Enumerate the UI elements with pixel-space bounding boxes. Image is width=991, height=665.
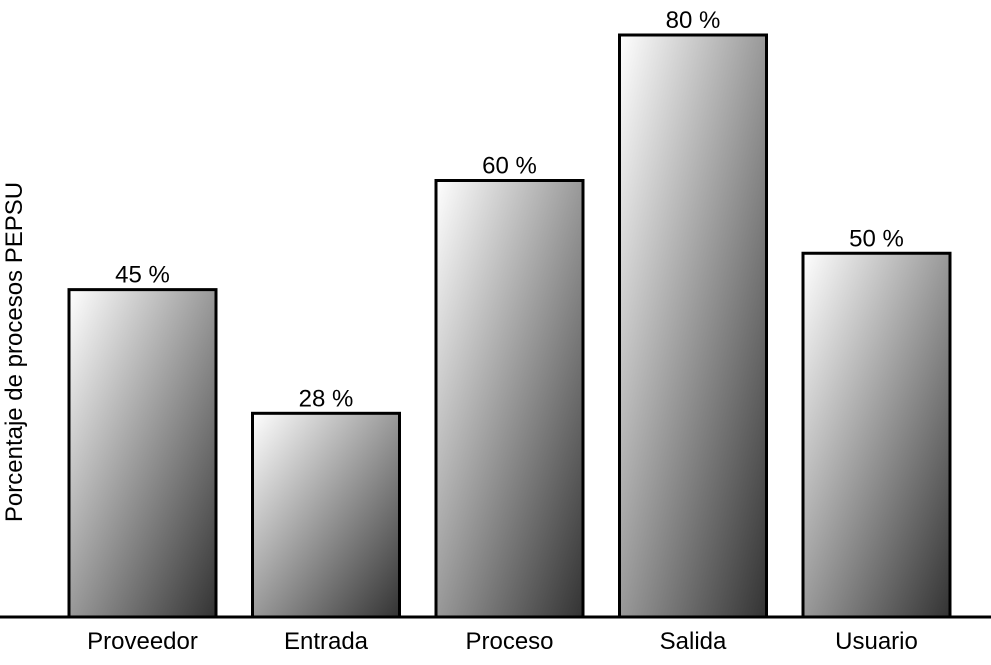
bar-usuario bbox=[801, 251, 952, 619]
data-label-usuario: 50 % bbox=[849, 225, 904, 252]
data-label-entrada: 28 % bbox=[299, 385, 354, 412]
y-axis-label: Porcentaje de procesos PEPSU bbox=[1, 182, 28, 522]
x-tick-label-salida: Salida bbox=[660, 628, 727, 655]
bars-group: 45 % 28 % 60 % 80 % 50 % bbox=[67, 7, 952, 619]
data-label-salida: 80 % bbox=[666, 7, 721, 34]
x-tick-label-usuario: Usuario bbox=[835, 628, 918, 655]
data-label-proceso: 60 % bbox=[482, 153, 537, 180]
x-tick-label-proveedor: Proveedor bbox=[87, 628, 198, 655]
data-label-proveedor: 45 % bbox=[115, 262, 170, 289]
bar-proceso bbox=[434, 179, 585, 619]
bar-entrada bbox=[251, 411, 401, 619]
x-tick-labels: Proveedor Entrada Proceso Salida Usuario bbox=[87, 628, 918, 655]
bar-proveedor bbox=[67, 288, 218, 619]
x-tick-label-entrada: Entrada bbox=[284, 628, 369, 655]
bar-salida bbox=[618, 33, 768, 619]
x-tick-label-proceso: Proceso bbox=[465, 628, 553, 655]
